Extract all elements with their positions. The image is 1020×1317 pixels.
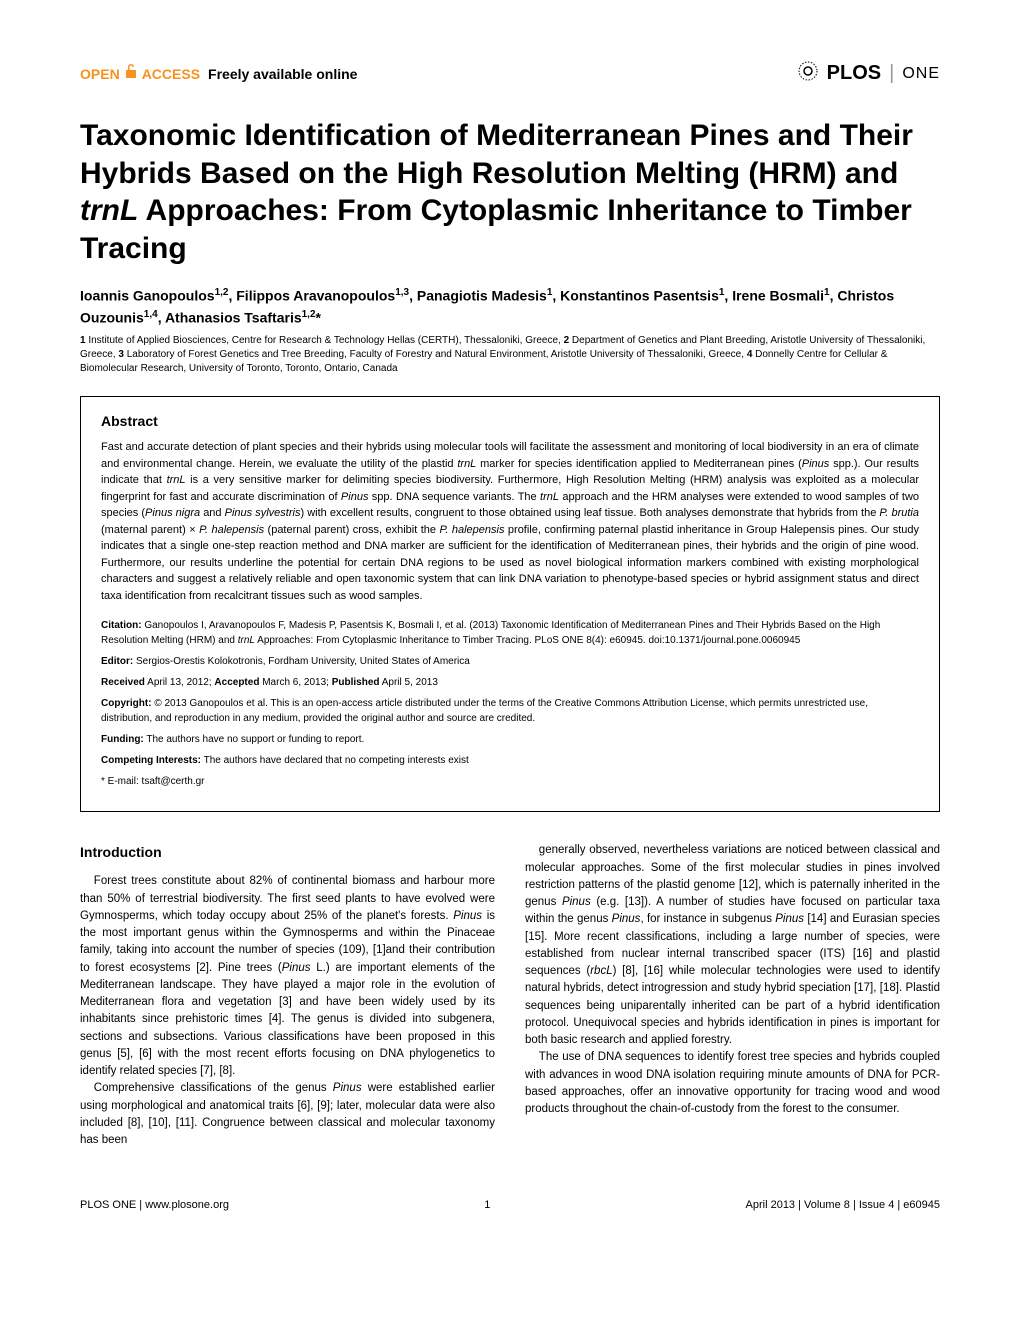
- title-italic: trnL: [80, 194, 138, 227]
- footer-left: PLOS ONE | www.plosone.org: [80, 1199, 229, 1211]
- page-footer: PLOS ONE | www.plosone.org 1 April 2013 …: [80, 1189, 940, 1211]
- freely-label: Freely available online: [208, 66, 357, 82]
- left-column: Introduction Forest trees constitute abo…: [80, 842, 495, 1149]
- intro-p2: Comprehensive classifications of the gen…: [80, 1080, 495, 1149]
- copyright-line: Copyright: © 2013 Ganopoulos et al. This…: [101, 696, 919, 726]
- competing-line: Competing Interests: The authors have de…: [101, 753, 919, 768]
- body-columns: Introduction Forest trees constitute abo…: [80, 842, 940, 1149]
- access-label: ACCESS: [142, 66, 200, 82]
- logo-divider: |: [889, 62, 894, 85]
- intro-p1: Forest trees constitute about 82% of con…: [80, 873, 495, 1080]
- affiliations: 1 Institute of Applied Biosciences, Cent…: [80, 334, 940, 376]
- footer-page-number: 1: [484, 1199, 490, 1211]
- open-label: OPEN: [80, 66, 120, 82]
- received-line: Received April 13, 2012; Accepted March …: [101, 675, 919, 690]
- intro-p3: generally observed, nevertheless variati…: [525, 842, 940, 1049]
- plos-icon: [797, 60, 819, 87]
- abstract-heading: Abstract: [101, 413, 919, 429]
- authors-line: Ioannis Ganopoulos1,2, Filippos Aravanop…: [80, 285, 940, 328]
- right-column: generally observed, nevertheless variati…: [525, 842, 940, 1149]
- article-title: Taxonomic Identification of Mediterranea…: [80, 117, 940, 267]
- open-access-badge: OPEN ACCESS Freely available online: [80, 63, 357, 84]
- abstract-text: Fast and accurate detection of plant spe…: [101, 439, 919, 604]
- intro-heading: Introduction: [80, 842, 495, 863]
- citation-line: Citation: Ganopoulos I, Aravanopoulos F,…: [101, 618, 919, 648]
- abstract-box: Abstract Fast and accurate detection of …: [80, 396, 940, 812]
- footer-right: April 2013 | Volume 8 | Issue 4 | e60945: [746, 1199, 940, 1211]
- editor-line: Editor: Sergios-Orestis Kolokotronis, Fo…: [101, 654, 919, 669]
- title-part1: Taxonomic Identification of Mediterranea…: [80, 119, 913, 190]
- email-line: * E-mail: tsaft@certh.gr: [101, 774, 919, 789]
- lock-icon: [124, 63, 138, 84]
- one-text: ONE: [902, 65, 940, 83]
- header-bar: OPEN ACCESS Freely available online PLOS…: [80, 60, 940, 87]
- intro-p4: The use of DNA sequences to identify for…: [525, 1049, 940, 1118]
- plos-text: PLOS: [827, 62, 881, 85]
- title-part2: Approaches: From Cytoplasmic Inheritance…: [80, 194, 912, 265]
- funding-line: Funding: The authors have no support or …: [101, 732, 919, 747]
- journal-logo: PLOS | ONE: [797, 60, 940, 87]
